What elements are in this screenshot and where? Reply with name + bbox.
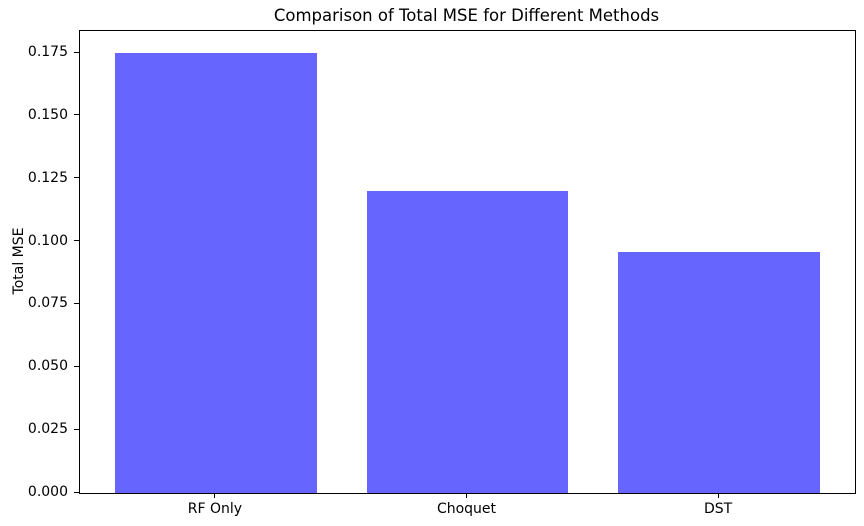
y-tick-mark [74, 177, 79, 179]
y-tick-mark [74, 51, 79, 53]
bar-choquet [366, 191, 569, 493]
y-tick-label: 0.100 [27, 232, 68, 249]
y-tick-mark [74, 365, 79, 367]
y-tick-label: 0.125 [27, 169, 68, 186]
y-tick-label: 0.175 [27, 44, 68, 61]
y-tick-mark [74, 428, 79, 430]
y-tick-mark [74, 114, 79, 116]
y-tick-label: 0.000 [27, 484, 68, 500]
x-tick-mark [214, 493, 216, 498]
x-tick-label: RF Only [187, 501, 243, 517]
bar-rf-only [115, 53, 317, 493]
x-tick-label: DST [704, 501, 733, 517]
y-tick-label: 0.050 [27, 358, 68, 375]
y-tick-label: 0.075 [27, 295, 68, 312]
x-tick-mark [466, 493, 467, 498]
x-tick-mark [717, 493, 719, 498]
y-tick-mark [74, 302, 79, 304]
y-tick-mark [74, 491, 79, 493]
plot-area [79, 30, 856, 494]
y-tick-label: 0.025 [27, 421, 68, 438]
x-tick-label: Choquet [436, 501, 497, 517]
bar-dst [618, 251, 820, 493]
y-tick-label: 0.150 [27, 106, 68, 123]
chart-title: Comparison of Total MSE for Different Me… [273, 6, 660, 25]
y-tick-mark [74, 240, 79, 242]
